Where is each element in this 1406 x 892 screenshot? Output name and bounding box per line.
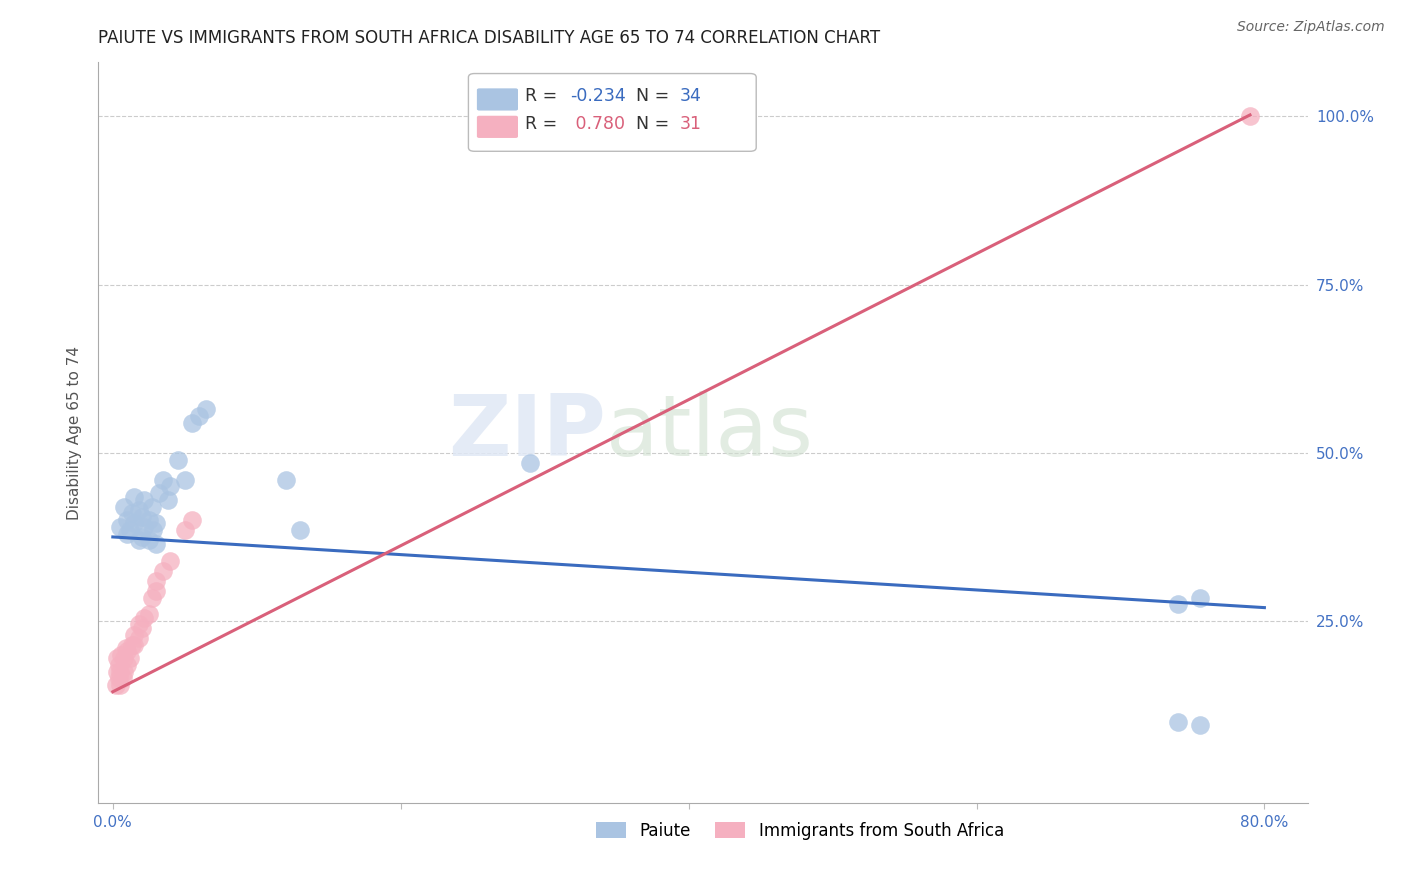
Point [138,513,160,527]
Point [173,473,195,487]
Point [274,473,297,487]
Point [105,665,128,679]
Point [141,591,163,605]
Legend: Paiute, Immigrants from South Africa: Paiute, Immigrants from South Africa [589,815,1011,847]
FancyBboxPatch shape [468,73,756,152]
Point [121,638,143,652]
Point [124,516,146,531]
Point [108,678,131,692]
Point [148,486,170,500]
Point [519,456,541,470]
Point [181,416,204,430]
Point [128,617,150,632]
Point [112,500,135,514]
Point [124,638,146,652]
Point [115,657,138,672]
Point [1188,591,1211,605]
Point [115,513,138,527]
Point [145,583,167,598]
Point [181,513,204,527]
Point [152,564,174,578]
Point [142,523,165,537]
Point [115,644,138,658]
Point [152,473,174,487]
Point [131,621,153,635]
Point [128,631,150,645]
Point [128,503,150,517]
Point [128,533,150,548]
Point [145,536,167,550]
Point [138,607,160,622]
Point [134,611,156,625]
Text: 0.780: 0.780 [569,115,626,133]
Point [145,574,167,588]
Point [104,678,127,692]
Point [107,671,129,685]
Point [120,651,142,665]
Point [131,509,153,524]
Point [112,651,135,665]
Point [288,523,311,537]
Point [188,409,211,423]
Point [111,671,134,685]
Text: R =: R = [526,87,562,104]
Point [141,500,163,514]
Point [108,520,131,534]
Point [166,452,188,467]
Point [195,402,218,417]
Text: -0.234: -0.234 [569,87,626,104]
Point [138,533,160,548]
Point [120,523,142,537]
Text: atlas: atlas [606,391,814,475]
Point [1188,718,1211,732]
Point [124,627,146,641]
Point [131,530,153,544]
Point [121,507,143,521]
Point [134,492,156,507]
Text: ZIP: ZIP [449,391,606,475]
Y-axis label: Disability Age 65 to 74: Disability Age 65 to 74 [67,345,83,520]
Point [159,553,181,567]
Point [159,479,181,493]
Text: 34: 34 [681,87,702,104]
Text: 31: 31 [681,115,702,133]
Point [108,665,131,679]
Text: PAIUTE VS IMMIGRANTS FROM SOUTH AFRICA DISABILITY AGE 65 TO 74 CORRELATION CHART: PAIUTE VS IMMIGRANTS FROM SOUTH AFRICA D… [98,29,880,47]
Text: R =: R = [526,115,562,133]
Point [112,665,135,679]
Text: N =: N = [637,87,675,104]
Point [173,523,195,537]
Point [107,657,129,672]
Point [1167,714,1189,729]
Point [124,490,146,504]
Point [105,651,128,665]
Point [134,520,156,534]
FancyBboxPatch shape [477,116,517,138]
Point [156,492,179,507]
Point [115,526,138,541]
Text: Source: ZipAtlas.com: Source: ZipAtlas.com [1237,20,1385,34]
Text: N =: N = [637,115,675,133]
Point [1167,597,1189,611]
Point [145,516,167,531]
FancyBboxPatch shape [477,88,517,111]
Point [1239,109,1261,123]
Point [110,648,132,662]
Point [114,640,136,655]
